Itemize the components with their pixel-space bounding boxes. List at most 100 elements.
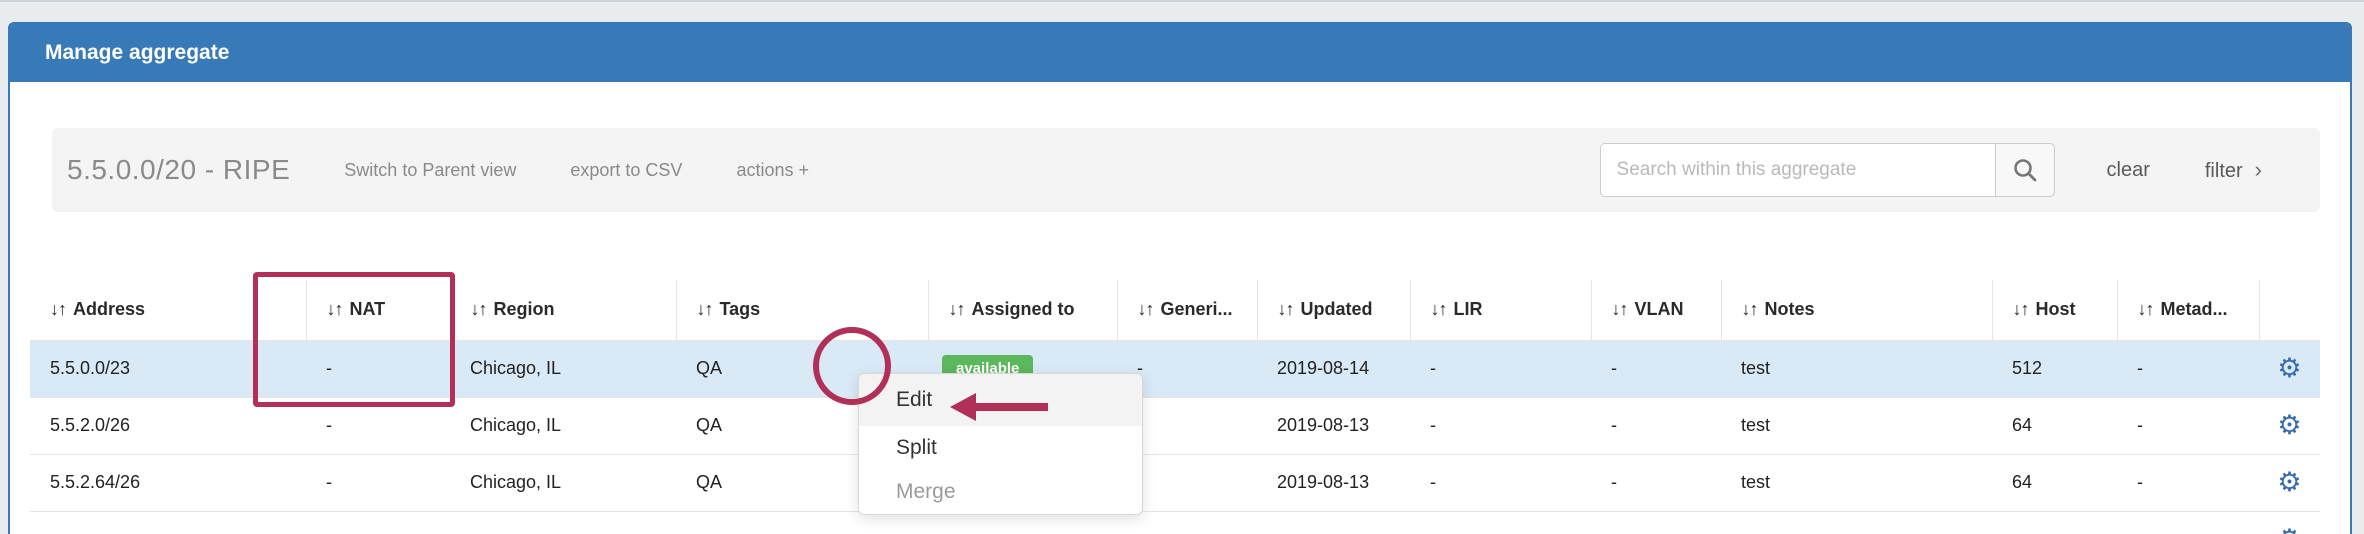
- cell-tags: QA: [696, 415, 723, 435]
- cell-address: 5.5.0.0/23: [50, 358, 131, 378]
- column-header-generic[interactable]: ↓↑ Generi...: [1116, 280, 1257, 340]
- cell-host: 64: [2012, 472, 2033, 492]
- column-header-label: LIR: [1453, 299, 1483, 320]
- search-button[interactable]: [1994, 143, 2055, 197]
- menu-item-edit[interactable]: Edit: [859, 374, 1142, 426]
- sort-icon: ↓↑: [1741, 299, 1759, 320]
- cell-nat: -: [326, 415, 332, 435]
- aggregate-label: 5.5.0.0/20 - RIPE: [67, 154, 291, 185]
- cell-lir: -: [1430, 358, 1436, 378]
- cell-generic: -: [1137, 358, 1143, 378]
- column-header-updated[interactable]: ↓↑ Updated: [1256, 280, 1410, 340]
- column-header-nat[interactable]: ↓↑ NAT: [305, 280, 450, 340]
- sort-icon: ↓↑: [1277, 299, 1295, 320]
- chevron-right-icon: ›: [2254, 157, 2262, 182]
- column-header-label: VLAN: [1634, 299, 1684, 320]
- column-header-tags[interactable]: ↓↑ Tags: [675, 280, 928, 340]
- manage-aggregate-panel: Manage aggregate 5.5.0.0/20 - RIPE Switc…: [8, 22, 2352, 534]
- cell-actions: ⚙: [2259, 397, 2320, 454]
- cell-notes: test: [1741, 358, 1771, 378]
- column-header-vlan[interactable]: ↓↑ VLAN: [1590, 280, 1721, 340]
- export-csv-link[interactable]: export to CSV: [570, 159, 683, 180]
- row-context-menu: Edit Split Merge: [858, 373, 1143, 515]
- column-header-label: Generi...: [1160, 299, 1233, 320]
- search-icon: [2013, 159, 2036, 182]
- cell-address: 5.5.2.64/26: [50, 472, 141, 492]
- column-header-label: Tags: [719, 299, 761, 320]
- cell-notes: [1721, 511, 1992, 534]
- window-top-edge: [0, 0, 2364, 2]
- sort-icon: ↓↑: [1137, 299, 1155, 320]
- column-header-label: Metad...: [2160, 299, 2228, 320]
- cell-lir: -: [1430, 415, 1436, 435]
- sort-icon: ↓↑: [696, 299, 714, 320]
- row-actions-gear-icon[interactable]: ⚙: [2277, 353, 2302, 383]
- column-header-label: Assigned to: [971, 299, 1075, 320]
- cell-region: Chicago, IL: [470, 415, 562, 435]
- cell-host: 512: [2012, 358, 2043, 378]
- cell-notes: test: [1741, 415, 1771, 435]
- sort-icon: ↓↑: [1430, 299, 1448, 320]
- cell-actions: ⚙: [2259, 511, 2320, 534]
- column-header-label: Address: [73, 299, 146, 320]
- column-header-label: Host: [2035, 299, 2076, 320]
- actions-menu-link[interactable]: actions +: [736, 159, 809, 180]
- column-header-region[interactable]: ↓↑ Region: [449, 280, 676, 340]
- cell-metadata: [2117, 511, 2259, 534]
- filter-link-label: filter: [2204, 160, 2243, 182]
- row-actions-gear-icon[interactable]: ⚙: [2277, 524, 2301, 534]
- column-header-label: Notes: [1764, 299, 1815, 320]
- column-header-host[interactable]: ↓↑ Host: [1991, 280, 2117, 340]
- cell-region: Chicago, IL: [470, 472, 562, 492]
- cell-nat: [306, 511, 450, 534]
- cell-nat: -: [326, 358, 332, 378]
- column-header-notes[interactable]: ↓↑ Notes: [1720, 280, 1992, 340]
- cell-address: [30, 511, 306, 534]
- sort-icon: ↓↑: [326, 299, 344, 320]
- table-row[interactable]: ⚙: [30, 511, 2320, 534]
- row-actions-gear-icon[interactable]: ⚙: [2277, 410, 2302, 440]
- cell-address: 5.5.2.0/26: [50, 415, 131, 435]
- cell-metadata: -: [2137, 472, 2143, 492]
- cell-metadata: -: [2137, 358, 2143, 378]
- cell-lir: -: [1430, 472, 1436, 492]
- cell-updated: [1257, 511, 1410, 534]
- cell-actions: ⚙: [2259, 340, 2320, 397]
- sort-icon: ↓↑: [2012, 299, 2030, 320]
- column-header-address[interactable]: ↓↑ Address: [30, 280, 306, 340]
- cell-region: [450, 511, 676, 534]
- cell-updated: 2019-08-14: [1277, 358, 1370, 378]
- column-header-lir[interactable]: ↓↑ LIR: [1409, 280, 1591, 340]
- clear-filter-link[interactable]: clear: [2106, 158, 2150, 181]
- panel-header: Manage aggregate: [10, 24, 2350, 82]
- subnet-table: ↓↑ Address ↓↑ NAT ↓↑ Region ↓↑ Tags ↓↑ Assigned t…: [30, 280, 2320, 534]
- switch-parent-view-link[interactable]: Switch to Parent view: [344, 159, 517, 180]
- table-row[interactable]: 5.5.0.0/23- Chicago, IL QA available -2019-0…: [30, 340, 2320, 397]
- column-header-actions: [2258, 280, 2320, 340]
- cell-host: 64: [2012, 415, 2033, 435]
- search-input[interactable]: [1599, 143, 1995, 197]
- menu-item-split[interactable]: Split: [896, 436, 937, 459]
- column-header-label: Region: [493, 299, 555, 320]
- sort-icon: ↓↑: [2137, 299, 2155, 320]
- column-header-label: NAT: [349, 299, 386, 320]
- cell-nat: -: [326, 472, 332, 492]
- cell-vlan: -: [1611, 358, 1617, 378]
- column-header-label: Updated: [1300, 299, 1373, 320]
- cell-metadata: -: [2137, 415, 2143, 435]
- row-actions-gear-icon[interactable]: ⚙: [2277, 467, 2302, 497]
- sort-icon: ↓↑: [470, 299, 488, 320]
- cell-updated: 2019-08-13: [1277, 415, 1370, 435]
- cell-tags: QA: [696, 358, 723, 378]
- cell-lir: [1410, 511, 1591, 534]
- sort-icon: ↓↑: [1611, 299, 1629, 320]
- panel-body: 5.5.0.0/20 - RIPE Switch to Parent view …: [10, 82, 2350, 534]
- table-row[interactable]: 5.5.2.0/26 - Chicago, IL QA 2019-08-13 - - test…: [30, 397, 2320, 454]
- cell-vlan: -: [1611, 415, 1617, 435]
- table-row[interactable]: 5.5.2.64/26 - Chicago, IL QA 2019-08-13 - - tes…: [30, 454, 2320, 511]
- search-group: [1599, 143, 2055, 197]
- column-header-metadata[interactable]: ↓↑ Metad...: [2116, 280, 2259, 340]
- column-header-assigned-to[interactable]: ↓↑ Assigned to: [927, 280, 1117, 340]
- sort-icon: ↓↑: [50, 299, 67, 320]
- filter-link[interactable]: filter ›: [2205, 157, 2262, 183]
